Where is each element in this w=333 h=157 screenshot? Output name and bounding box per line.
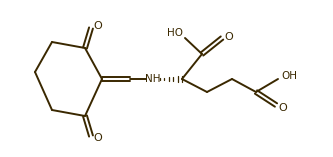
Text: HO: HO (167, 28, 183, 38)
Text: O: O (225, 32, 233, 42)
Text: NH: NH (145, 74, 161, 84)
Text: O: O (94, 133, 102, 143)
Text: O: O (94, 21, 102, 31)
Text: OH: OH (281, 71, 297, 81)
Text: O: O (279, 103, 287, 113)
